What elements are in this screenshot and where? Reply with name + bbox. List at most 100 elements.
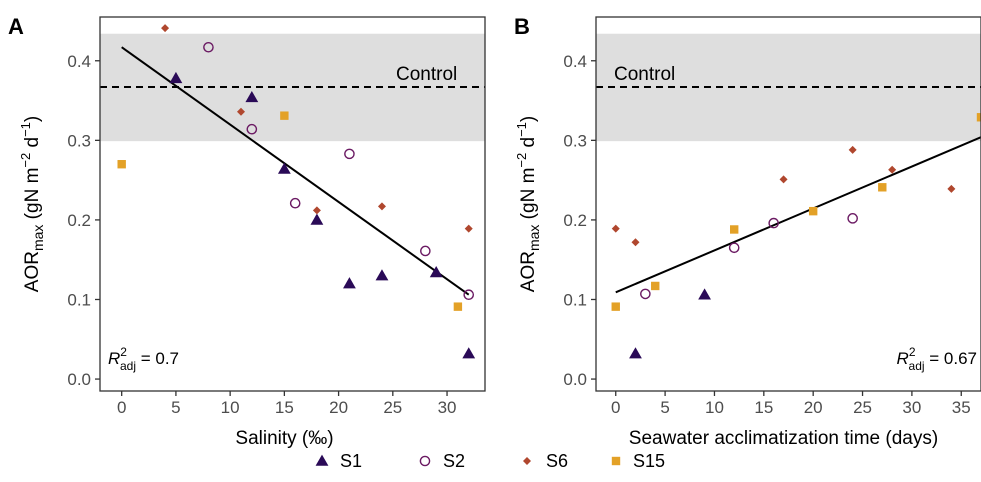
series-S6 — [161, 24, 473, 233]
r2-subscript: adj — [120, 359, 136, 373]
data-point-S15 — [117, 160, 126, 169]
y-tick-label: 0.3 — [563, 131, 587, 150]
data-point-S1 — [629, 347, 642, 359]
legend-item-S2: S2 — [419, 451, 465, 471]
data-point-S1 — [698, 288, 711, 300]
plot-frame — [99, 16, 486, 392]
control-label: Control — [396, 64, 457, 85]
legend-item-S1: S1 — [315, 451, 362, 471]
x-tick-label: 20 — [329, 398, 348, 417]
y-tick-label: 0.4 — [563, 52, 587, 71]
y-title-exp1: −2 — [18, 153, 33, 168]
x-tick-label: 15 — [275, 398, 294, 417]
r2-value: = 0.67 — [925, 349, 977, 368]
y-title-units: (gN m — [22, 168, 43, 225]
legend: S1 S2 S6 S15 — [315, 451, 665, 471]
legend-marker-S1 — [315, 454, 329, 466]
data-point-S1 — [245, 90, 259, 103]
r2-symbol: R — [108, 349, 120, 368]
x-tick-label: 25 — [853, 398, 872, 417]
series-S1 — [169, 71, 476, 359]
x-tick-label: 10 — [705, 398, 724, 417]
data-point-S1 — [429, 266, 443, 278]
data-point-S2 — [463, 289, 475, 301]
data-point-S6 — [377, 202, 386, 211]
data-point-S2 — [768, 217, 779, 229]
data-point-S15 — [730, 225, 739, 234]
series-S2 — [640, 213, 858, 300]
regression-line — [615, 136, 981, 294]
data-point-S2 — [246, 123, 258, 135]
data-point-S1 — [375, 269, 389, 281]
series-S6 — [611, 145, 956, 247]
data-point-S1 — [310, 213, 324, 225]
r2-symbol: R — [897, 349, 909, 368]
y-title-exp2: −1 — [18, 122, 33, 137]
data-point-S15 — [878, 183, 887, 192]
y-title-mid: d — [518, 137, 539, 153]
y-tick-label: 0.0 — [563, 370, 587, 389]
x-tick-label: 30 — [438, 398, 457, 417]
x-tick-label: 5 — [171, 398, 180, 417]
data-point-S6 — [312, 206, 321, 215]
y-title-exp2: −1 — [514, 122, 529, 137]
data-point-S15 — [976, 113, 981, 122]
x-tick-label: 15 — [754, 398, 773, 417]
series-S2 — [203, 41, 475, 301]
y-title-base: AOR — [518, 251, 539, 292]
y-tick-label: 0.3 — [67, 131, 91, 150]
legend-label: S1 — [340, 451, 362, 471]
panel-B: Control R2 adj = 0.67 0.0 0.1 0.2 0.3 0.4 0 5 10 15… — [514, 14, 981, 449]
y-tick-label: 0.1 — [563, 290, 587, 309]
legend-label: S15 — [633, 451, 665, 471]
x-tick-label: 20 — [804, 398, 823, 417]
x-tick-label: 30 — [902, 398, 921, 417]
r2-annotation: R2 adj = 0.67 — [897, 345, 977, 373]
data-point-S2 — [728, 242, 740, 254]
data-point-S2 — [640, 288, 651, 300]
data-point-S1 — [343, 277, 356, 289]
x-tick-label: 0 — [117, 398, 126, 417]
x-tick-label: 5 — [660, 398, 669, 417]
r2-superscript: 2 — [909, 345, 916, 359]
data-point-S15 — [453, 302, 463, 311]
legend-marker-S15 — [611, 456, 621, 466]
data-point-S2 — [344, 148, 355, 160]
legend-item-S15: S15 — [611, 451, 665, 471]
series-S15 — [117, 111, 463, 311]
data-point-S2 — [420, 245, 431, 257]
panel-letter: A — [8, 14, 24, 39]
panel-letter: B — [514, 14, 530, 39]
y-title-sub: max — [526, 225, 542, 251]
data-point-S15 — [611, 302, 620, 311]
data-point-S1 — [169, 71, 183, 84]
series-S15 — [611, 113, 981, 311]
y-title-close: ) — [518, 116, 539, 122]
y-title-close: ) — [22, 116, 43, 122]
x-tick-label: 25 — [383, 398, 402, 417]
y-axis-title: AORmax (gN m−2 d−1) — [18, 116, 46, 292]
y-title-mid: d — [22, 137, 43, 153]
control-label: Control — [614, 64, 675, 85]
y-title-exp1: −2 — [514, 153, 529, 168]
y-title-units: (gN m — [518, 168, 539, 225]
data-point-S2 — [203, 41, 214, 53]
x-tick-label: 10 — [221, 398, 240, 417]
legend-item-S6: S6 — [523, 451, 568, 471]
plot-frame — [595, 16, 981, 392]
data-point-S6 — [611, 224, 620, 233]
data-point-S2 — [289, 197, 301, 209]
data-point-S2 — [847, 213, 858, 224]
data-point-S15 — [280, 111, 289, 120]
y-tick-label: 0.4 — [67, 52, 91, 71]
x-axis-title: Seawater acclimatization time (days) — [629, 428, 938, 449]
data-point-S6 — [947, 184, 956, 193]
y-title-sub: max — [30, 225, 46, 251]
data-point-S6 — [848, 145, 857, 154]
data-point-S6 — [161, 24, 170, 33]
r2-annotation: R2 adj = 0.7 — [108, 345, 179, 373]
y-tick-label: 0.2 — [563, 211, 587, 230]
r2-subscript: adj — [909, 359, 925, 373]
legend-marker-S6 — [523, 457, 531, 465]
x-tick-label: 0 — [611, 398, 620, 417]
